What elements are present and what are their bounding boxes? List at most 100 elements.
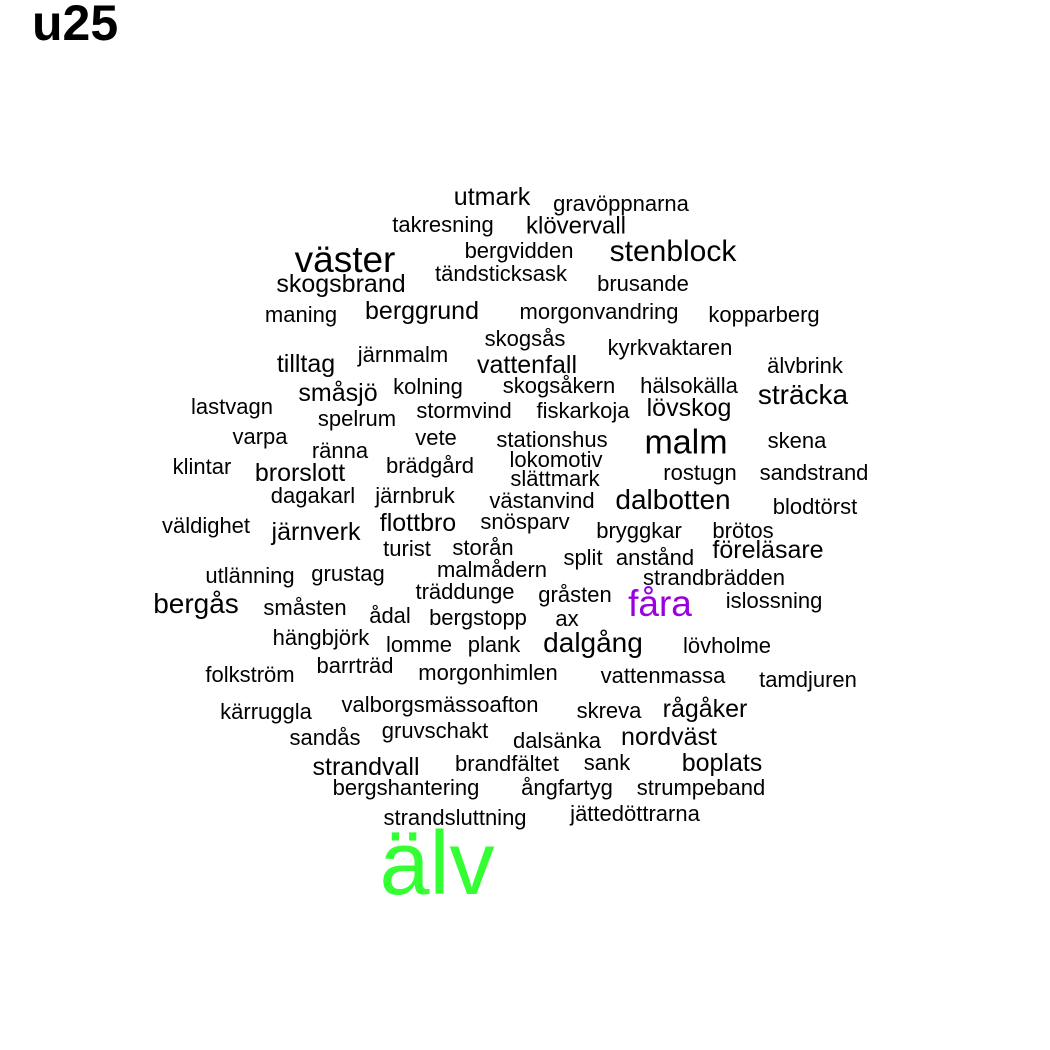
- word-tamdjuren: tamdjuren: [759, 666, 857, 692]
- word-plank: plank: [467, 631, 521, 657]
- word-kolning: kolning: [393, 373, 463, 399]
- word-bergstopp: bergstopp: [429, 604, 527, 630]
- word-split: split: [563, 544, 603, 570]
- word-slattmark: slättmark: [510, 465, 600, 491]
- word-klovervall: klövervall: [525, 212, 627, 240]
- word-hangbjork: hängbjörk: [272, 624, 370, 650]
- word-fiskarkoja: fiskarkoja: [536, 397, 630, 423]
- word-malm: malm: [644, 423, 728, 462]
- word-flottbro: flottbro: [379, 509, 457, 537]
- word-skogsas: skogsås: [484, 325, 566, 351]
- word-bergas: bergås: [153, 588, 239, 620]
- word-traddunge: träddunge: [415, 578, 515, 604]
- word-angfartyg: ångfartyg: [521, 774, 613, 800]
- word-stormvind: stormvind: [416, 397, 512, 423]
- word-dagakarl: dagakarl: [270, 482, 356, 508]
- word-klintar: klintar: [172, 453, 232, 479]
- word-utlanning: utlänning: [205, 562, 295, 588]
- word-bradgard: brädgård: [385, 452, 475, 478]
- word-dalbotten: dalbotten: [615, 484, 731, 516]
- word-folkstrom: folkström: [205, 661, 295, 687]
- word-brotos: brötos: [712, 517, 774, 543]
- word-lokomotiv: lokomotiv: [509, 446, 603, 472]
- word-stracka: sträcka: [757, 379, 849, 411]
- word-bergvidden: bergvidden: [464, 237, 574, 263]
- word-berggrund: berggrund: [365, 297, 479, 325]
- word-kopparberg: kopparberg: [708, 301, 820, 327]
- word-storan: storån: [452, 534, 514, 560]
- word-adal: ådal: [369, 602, 411, 628]
- word-grasten: gråsten: [538, 581, 612, 607]
- word-stenblock: stenblock: [609, 235, 737, 268]
- word-dalsanka: dalsänka: [512, 727, 602, 753]
- word-skreva: skreva: [576, 697, 642, 723]
- word-skena: skena: [767, 427, 827, 453]
- word-jarnbruk: järnbruk: [375, 482, 455, 508]
- word-vattenmassa: vattenmassa: [600, 662, 726, 688]
- word-ax: ax: [555, 605, 579, 631]
- word-grustag: grustag: [311, 560, 385, 586]
- word-takresning: takresning: [392, 211, 494, 237]
- page-title: u25: [32, 0, 119, 51]
- word-vastanvind: västanvind: [489, 487, 595, 513]
- word-stationshus: stationshus: [496, 426, 608, 452]
- word-ranna: ränna: [311, 437, 369, 463]
- word-turist: turist: [383, 535, 431, 561]
- word-brandfaltet: brandfältet: [455, 750, 559, 776]
- word-jarnmalm: järnmalm: [357, 341, 449, 367]
- word-gravoppnarna: gravöppnarna: [553, 190, 689, 216]
- word-nordvast: nordväst: [621, 723, 717, 751]
- word-lomme: lomme: [385, 631, 453, 657]
- word-vete: vete: [415, 424, 457, 450]
- word-karruggla: kärruggla: [220, 698, 312, 724]
- word-malmadern: malmådern: [436, 556, 548, 582]
- word-kyrkvaktaren: kyrkvaktaren: [607, 334, 733, 360]
- word-maning: maning: [264, 301, 338, 327]
- word-sank: sank: [583, 749, 631, 775]
- word-spelrum: spelrum: [317, 405, 397, 431]
- word-barrtrad: barrträd: [316, 652, 394, 678]
- word-valborgsmassoafton: valborgsmässoafton: [341, 691, 539, 717]
- word-bergshantering: bergshantering: [332, 774, 480, 800]
- word-morgonhimlen: morgonhimlen: [418, 659, 558, 685]
- word-lastvagn: lastvagn: [191, 393, 273, 419]
- word-lovholme: lövholme: [682, 632, 772, 658]
- word-gruvschakt: gruvschakt: [381, 717, 489, 743]
- word-blodtorst: blodtörst: [772, 493, 858, 519]
- word-brusande: brusande: [597, 270, 689, 296]
- word-smasten: småsten: [263, 594, 347, 620]
- word-tandsticksask: tändsticksask: [434, 260, 568, 286]
- word-lovskog: lövskog: [646, 394, 732, 422]
- word-boplats: boplats: [681, 749, 763, 777]
- word-brorslott: brorslott: [254, 459, 346, 487]
- word-tilltag: tilltag: [276, 350, 336, 378]
- word-jattedottrarna: jättedöttrarna: [570, 800, 700, 826]
- word-valdighet: väldighet: [161, 512, 251, 538]
- word-jarnverk: järnverk: [271, 518, 361, 546]
- word-strumpeband: strumpeband: [636, 774, 766, 800]
- word-skogsbrand: skogsbrand: [276, 270, 406, 298]
- word-fara: fåra: [628, 582, 692, 624]
- word-halsokalla: hälsokälla: [640, 372, 738, 398]
- word-morgonvandring: morgonvandring: [519, 298, 679, 324]
- word-alv: älv: [379, 814, 495, 914]
- word-strandbradden: strandbrädden: [643, 564, 785, 590]
- word-rostugn: rostugn: [663, 459, 737, 485]
- word-ragaker: rågåker: [662, 695, 748, 723]
- word-islossning: islossning: [725, 587, 823, 613]
- word-utmark: utmark: [453, 183, 531, 211]
- word-sandstrand: sandstrand: [759, 459, 869, 485]
- word-bryggkar: bryggkar: [596, 517, 682, 543]
- word-forelasare: föreläsare: [712, 536, 824, 564]
- word-anstand: anstånd: [615, 544, 695, 570]
- word-sandas: sandås: [289, 724, 361, 750]
- word-smasjo: småsjö: [298, 379, 378, 407]
- word-skogsakern: skogsåkern: [502, 372, 616, 398]
- word-strandsluttning: strandsluttning: [383, 804, 527, 830]
- word-dalgang: dalgång: [543, 627, 643, 659]
- word-vattenfall: vattenfall: [476, 351, 578, 379]
- word-strandvall: strandvall: [312, 753, 420, 781]
- word-alvbrink: älvbrink: [767, 352, 843, 378]
- word-vaster: väster: [294, 238, 396, 280]
